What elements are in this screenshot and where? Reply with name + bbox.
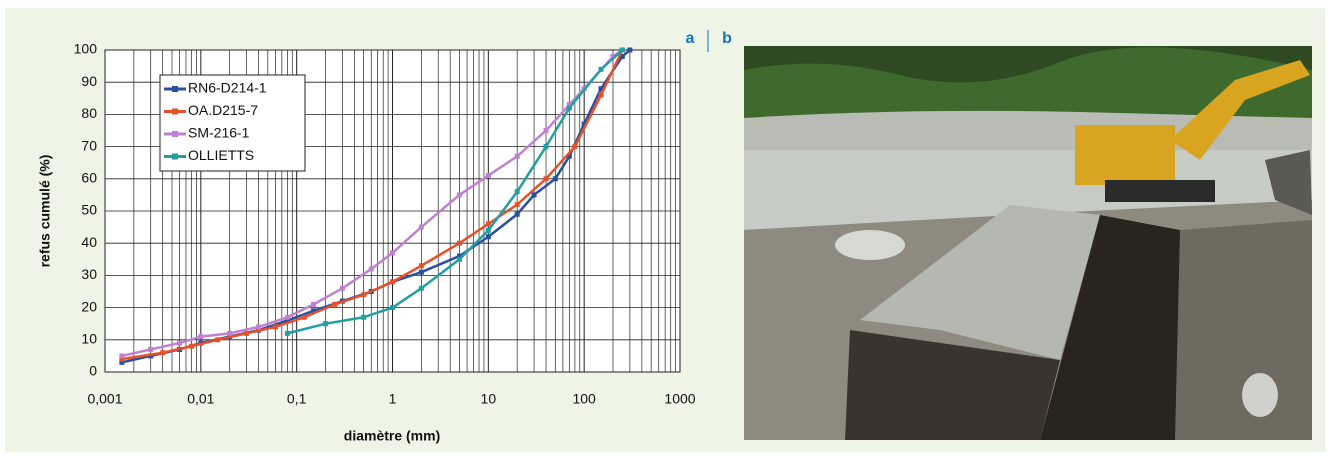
data-point: [552, 176, 558, 182]
data-point: [543, 176, 549, 182]
data-point: [543, 128, 549, 133]
data-point: [390, 305, 395, 311]
series-line: [287, 49, 624, 335]
legend-marker: [172, 153, 178, 160]
data-point: [339, 285, 345, 291]
data-point: [244, 330, 250, 336]
data-point: [215, 337, 221, 343]
data-point: [598, 86, 604, 92]
data-point: [456, 240, 462, 246]
data-point: [610, 53, 616, 59]
data-point: [514, 211, 520, 217]
data-point: [311, 308, 317, 314]
data-point: [485, 173, 491, 179]
series-line: [121, 48, 624, 358]
panel-label: b: [722, 30, 732, 47]
x-tick-label: 0,01: [187, 391, 214, 407]
data-point: [514, 202, 520, 208]
data-point: [485, 234, 491, 240]
data-point: [361, 292, 367, 298]
data-point: [418, 224, 424, 230]
legend-box: [159, 74, 306, 172]
legend-label: OLLIETTS: [188, 147, 254, 163]
x-tick-label: 10: [481, 391, 497, 407]
data-point: [311, 301, 317, 307]
data-point: [514, 189, 520, 195]
data-point: [198, 334, 204, 340]
legend-label: OA.D215-7: [188, 102, 258, 118]
x-tick-label: 1000: [664, 391, 695, 407]
panel-label: a: [686, 30, 695, 47]
x-tick-label: 1: [389, 391, 397, 407]
data-point: [418, 285, 424, 291]
y-axis-label: refus cumulé (%): [37, 155, 53, 268]
data-point: [566, 105, 572, 111]
y-tick-label: 50: [81, 202, 97, 218]
data-point: [572, 144, 578, 150]
data-point: [284, 314, 290, 320]
data-point: [581, 121, 587, 127]
data-point: [566, 102, 572, 108]
data-point: [323, 321, 329, 327]
x-tick-label: 0,001: [87, 391, 122, 407]
data-point: [418, 263, 424, 269]
legend-label: RN6-D214-1: [188, 80, 267, 96]
y-tick-label: 20: [81, 298, 97, 314]
data-point: [619, 53, 625, 59]
data-point: [148, 346, 154, 352]
y-tick-label: 80: [81, 105, 97, 121]
data-point: [284, 330, 290, 336]
data-point: [272, 324, 278, 330]
series-line: [121, 49, 624, 361]
data-point: [390, 250, 395, 256]
y-tick-label: 90: [81, 73, 97, 89]
data-point: [284, 317, 290, 323]
data-point: [390, 279, 395, 285]
data-point: [361, 314, 367, 320]
data-point: [627, 47, 633, 53]
data-point: [301, 314, 307, 320]
x-tick-label: 0,1: [287, 391, 307, 407]
x-axis-label: diamètre (mm): [344, 428, 440, 444]
data-point: [119, 353, 125, 359]
data-point: [160, 350, 166, 356]
y-tick-label: 60: [81, 170, 97, 186]
data-point: [598, 92, 604, 98]
plot-border: [104, 49, 681, 373]
data-point: [543, 144, 549, 150]
data-point: [485, 221, 491, 227]
data-point: [566, 153, 572, 159]
photo: [744, 46, 1312, 440]
data-point: [119, 359, 125, 365]
y-tick-label: 30: [81, 266, 97, 282]
x-tick-label: 100: [572, 391, 596, 407]
y-tick-label: 40: [81, 234, 97, 250]
data-point: [456, 253, 462, 259]
data-point: [418, 269, 424, 275]
data-point: [189, 343, 195, 349]
legend-marker: [172, 131, 178, 137]
data-point: [619, 47, 625, 53]
data-point: [598, 66, 604, 72]
data-point: [485, 227, 491, 233]
legend-label: SM-216-1: [188, 125, 250, 141]
data-point: [119, 356, 125, 362]
data-point: [332, 301, 338, 307]
legend-marker: [172, 86, 178, 92]
data-point: [227, 330, 233, 336]
y-tick-label: 0: [89, 363, 97, 379]
data-point: [256, 324, 262, 330]
y-tick-label: 10: [81, 331, 97, 347]
data-point: [456, 192, 462, 198]
data-point: [456, 256, 462, 262]
y-tick-label: 100: [74, 41, 98, 57]
data-point: [148, 353, 154, 359]
data-point: [531, 192, 537, 198]
data-point: [177, 340, 183, 346]
data-point: [368, 266, 374, 272]
y-tick-label: 70: [81, 137, 97, 153]
legend-marker: [172, 108, 178, 115]
data-point: [514, 153, 520, 159]
